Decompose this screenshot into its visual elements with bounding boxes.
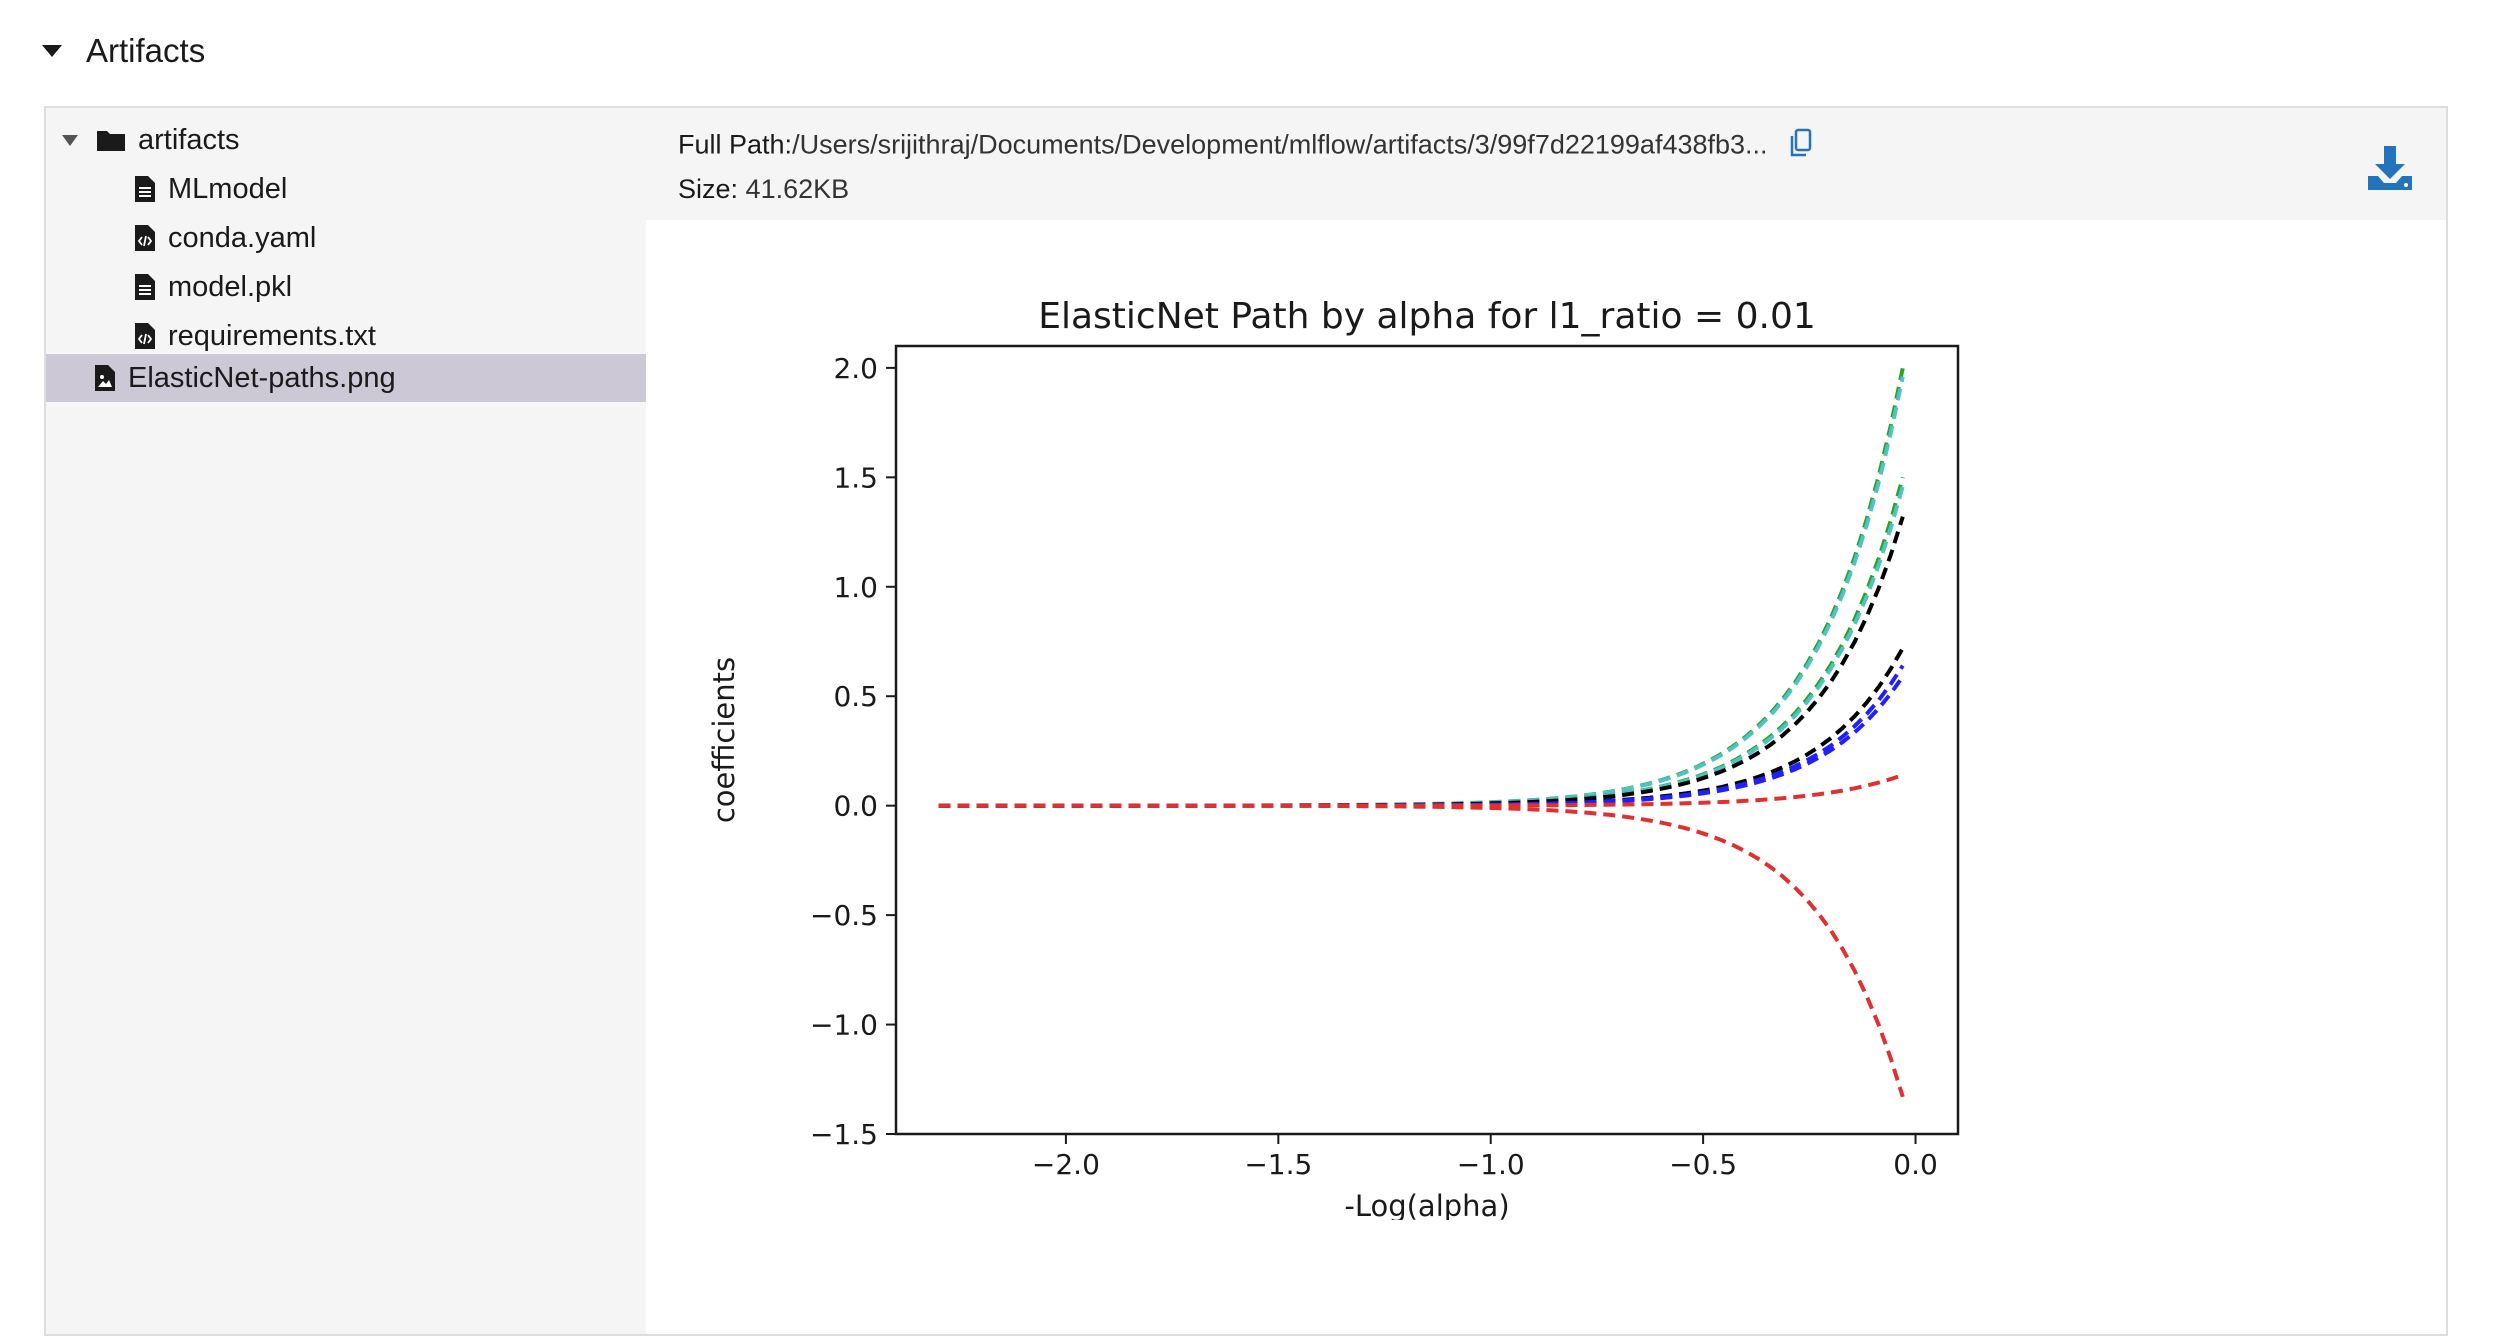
artifact-meta-bar: Full Path:/Users/srijithraj/Documents/De… xyxy=(646,108,2446,220)
full-path-label: Full Path: xyxy=(678,129,793,160)
x-tick-label: −2.0 xyxy=(1032,1148,1100,1181)
download-icon xyxy=(2368,146,2412,190)
chart-container: ElasticNet Path by alpha for l1_ratio = … xyxy=(646,220,2146,1225)
tree-folder-artifacts[interactable]: artifacts xyxy=(46,116,646,164)
folder-icon xyxy=(96,128,126,152)
copy-icon[interactable] xyxy=(1789,128,1813,165)
series-line-2 xyxy=(938,476,1905,808)
series-line-1 xyxy=(938,376,1905,808)
series-line-9 xyxy=(938,803,1905,1098)
full-path-line: Full Path:/Users/srijithraj/Documents/De… xyxy=(678,128,1813,165)
series-line-3 xyxy=(938,485,1905,808)
plot-frame xyxy=(894,344,1960,1136)
image-file-icon xyxy=(94,364,116,392)
y-tick-label: −1.5 xyxy=(810,1118,878,1151)
x-tick-label: 0.0 xyxy=(1893,1148,1938,1181)
tree-file-label: conda.yaml xyxy=(168,221,317,254)
y-tick-label: 0.0 xyxy=(833,790,878,823)
y-axis-label: coefficients xyxy=(707,657,741,823)
series-line-7 xyxy=(938,675,1905,808)
file-icon xyxy=(134,175,156,203)
code-file-icon xyxy=(134,224,156,252)
x-tick-label: −0.5 xyxy=(1669,1148,1737,1181)
file-icon xyxy=(134,273,156,301)
download-button[interactable] xyxy=(2364,142,2416,194)
y-tick-label: −1.0 xyxy=(810,1009,878,1042)
section-title: Artifacts xyxy=(86,32,206,69)
tree-file-model-pkl[interactable]: model.pkl xyxy=(46,263,646,311)
artifacts-section-header[interactable]: Artifacts xyxy=(42,28,205,74)
tree-file-mlmodel[interactable]: MLmodel xyxy=(46,165,646,213)
y-tick-label: −0.5 xyxy=(810,899,878,932)
series-line-0 xyxy=(938,367,1905,808)
tree-file-label: MLmodel xyxy=(168,172,288,205)
tree-file-elasticnet-png[interactable]: ElasticNet-paths.png xyxy=(46,354,646,402)
x-tick-label: −1.5 xyxy=(1244,1148,1312,1181)
caret-down-icon xyxy=(42,45,62,57)
series-line-6 xyxy=(938,664,1905,808)
tree-folder-label: artifacts xyxy=(138,123,240,156)
size-line: Size: 41.62KB xyxy=(678,174,849,205)
series-line-4 xyxy=(938,516,1905,808)
y-tick-label: 1.0 xyxy=(833,571,878,604)
y-tick-label: 1.5 xyxy=(833,461,878,494)
code-file-icon xyxy=(134,322,156,350)
tree-file-label: requirements.txt xyxy=(168,319,376,352)
full-path-value: /Users/srijithraj/Documents/Development/… xyxy=(792,129,1768,160)
tree-file-requirements[interactable]: requirements.txt xyxy=(46,312,646,360)
y-tick-label: 2.0 xyxy=(833,352,878,385)
chart-title: ElasticNet Path by alpha for l1_ratio = … xyxy=(1038,296,1816,337)
size-value: 41.62KB xyxy=(745,174,850,204)
x-axis-label: -Log(alpha) xyxy=(1344,1189,1509,1220)
size-label: Size: xyxy=(678,174,739,204)
x-tick-label: −1.0 xyxy=(1457,1148,1525,1181)
tree-file-conda[interactable]: conda.yaml xyxy=(46,214,646,262)
tree-file-label: ElasticNet-paths.png xyxy=(128,361,396,394)
file-tree: artifacts MLmodel conda.yaml model.pkl r xyxy=(46,108,646,1334)
elasticnet-chart: ElasticNet Path by alpha for l1_ratio = … xyxy=(707,296,1960,1223)
caret-down-icon[interactable] xyxy=(62,134,78,146)
y-tick-label: 0.5 xyxy=(833,680,878,713)
tree-file-label: model.pkl xyxy=(168,270,293,303)
artifacts-panel: artifacts MLmodel conda.yaml model.pkl r xyxy=(44,106,2448,1336)
artifact-preview: Full Path:/Users/srijithraj/Documents/De… xyxy=(646,108,2446,1334)
